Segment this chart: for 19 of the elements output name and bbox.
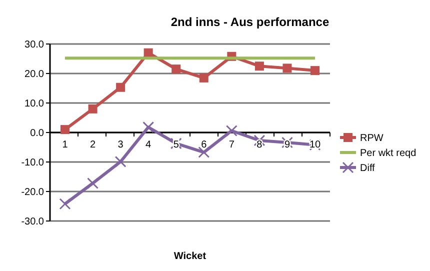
chart-title: 2nd inns - Aus performance	[170, 15, 330, 29]
x-tick-label: 3	[118, 140, 124, 150]
x-tick-label: 6	[201, 140, 208, 150]
x-axis-title: Wicket	[174, 251, 207, 262]
x-tick-label: 8	[256, 140, 263, 150]
x-tick-label: 7	[228, 140, 235, 150]
x-tick-label: 1	[62, 140, 68, 150]
x-tick-label: 2	[90, 140, 96, 150]
y-tick-label: 10.0	[24, 98, 44, 110]
legend-label: Per wkt reqd	[360, 148, 416, 159]
y-tick-label: -20.0	[21, 187, 44, 198]
y-tick-label: -10.0	[21, 158, 44, 168]
x-tick-label: 4	[146, 140, 152, 150]
legend-label: RPW	[360, 133, 384, 144]
y-tick-label: 0.0	[30, 128, 44, 139]
legend-label: Diff	[360, 163, 376, 174]
y-tick-label: -30.0	[21, 216, 44, 228]
y-tick-label: 20.0	[24, 69, 44, 80]
y-tick-label: 30.0	[24, 40, 44, 50]
